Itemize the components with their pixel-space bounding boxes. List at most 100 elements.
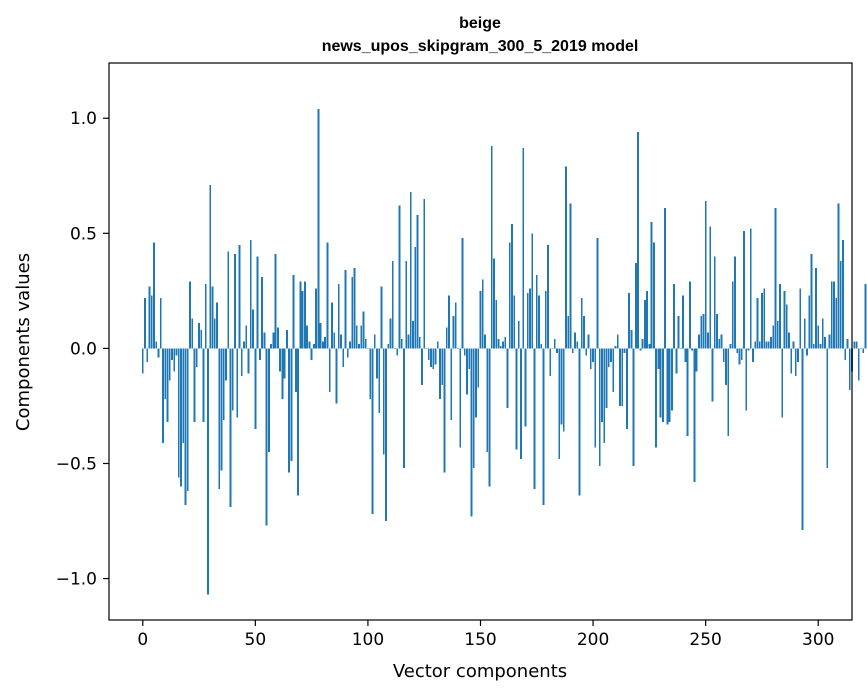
bar-278 bbox=[767, 341, 770, 349]
bar-215 bbox=[625, 348, 628, 429]
bar-247 bbox=[698, 334, 700, 349]
bar-169 bbox=[522, 148, 525, 349]
bar-313 bbox=[846, 339, 849, 349]
bar-116 bbox=[403, 348, 405, 469]
bar-131 bbox=[436, 341, 439, 349]
bar-252 bbox=[709, 226, 712, 349]
bar-201 bbox=[594, 348, 597, 448]
bar-188 bbox=[565, 166, 567, 349]
bar-161 bbox=[504, 336, 507, 349]
bar-168 bbox=[520, 348, 522, 459]
bar-261 bbox=[729, 343, 732, 349]
bar-134 bbox=[443, 348, 446, 473]
bar-8 bbox=[159, 297, 162, 349]
bar-96 bbox=[358, 343, 360, 349]
bar-63 bbox=[283, 348, 286, 379]
bar-256 bbox=[718, 339, 721, 349]
bar-136 bbox=[448, 295, 450, 349]
bar-230 bbox=[659, 348, 662, 418]
bar-90 bbox=[344, 270, 347, 349]
bar-66 bbox=[290, 348, 293, 462]
bar-147 bbox=[472, 348, 475, 469]
bar-281 bbox=[774, 208, 777, 349]
bar-1 bbox=[144, 297, 146, 349]
bar-67 bbox=[292, 274, 295, 349]
bar-236 bbox=[673, 283, 676, 349]
bar-297 bbox=[810, 254, 813, 349]
bar-119 bbox=[409, 191, 412, 349]
bar-318 bbox=[857, 348, 860, 381]
bar-243 bbox=[688, 281, 691, 349]
bar-290 bbox=[794, 348, 797, 377]
bar-211 bbox=[616, 334, 619, 349]
bar-219 bbox=[634, 263, 637, 349]
bar-12 bbox=[168, 348, 171, 381]
bar-74 bbox=[308, 341, 311, 349]
bar-187 bbox=[562, 348, 565, 432]
bar-41 bbox=[234, 254, 236, 349]
bar-233 bbox=[666, 348, 669, 425]
bar-141 bbox=[459, 348, 462, 448]
bar-10 bbox=[164, 348, 167, 400]
bar-172 bbox=[529, 288, 531, 349]
bar-27 bbox=[202, 348, 205, 423]
bar-5 bbox=[153, 242, 155, 349]
bar-257 bbox=[720, 334, 723, 349]
bar-83 bbox=[328, 348, 331, 393]
bar-234 bbox=[668, 348, 671, 423]
bar-0 bbox=[141, 348, 144, 374]
bar-44 bbox=[240, 348, 243, 377]
bar-274 bbox=[758, 341, 761, 349]
bar-295 bbox=[806, 348, 808, 356]
bar-271 bbox=[752, 348, 754, 363]
bar-193 bbox=[576, 341, 579, 349]
bar-155 bbox=[490, 145, 493, 349]
bar-132 bbox=[439, 348, 441, 400]
bar-203 bbox=[598, 348, 601, 466]
bar-165 bbox=[513, 295, 516, 349]
bar-109 bbox=[387, 343, 390, 349]
bar-216 bbox=[628, 293, 630, 349]
bar-310 bbox=[839, 260, 842, 349]
bar-298 bbox=[812, 343, 815, 349]
bar-115 bbox=[400, 339, 403, 349]
bar-262 bbox=[731, 281, 734, 349]
bar-190 bbox=[569, 203, 572, 349]
bar-180 bbox=[547, 244, 549, 349]
bar-260 bbox=[727, 348, 730, 436]
bar-104 bbox=[376, 348, 378, 379]
bar-253 bbox=[711, 348, 714, 402]
bar-138 bbox=[452, 316, 455, 349]
bar-68 bbox=[294, 348, 297, 393]
bar-65 bbox=[288, 348, 291, 473]
bar-251 bbox=[707, 332, 709, 349]
bar-123 bbox=[418, 336, 421, 349]
bar-117 bbox=[405, 260, 408, 349]
bar-151 bbox=[481, 279, 484, 349]
y-tick-label: 0.5 bbox=[70, 224, 97, 244]
bar-314 bbox=[848, 348, 851, 390]
bar-146 bbox=[470, 348, 473, 517]
x-tick-label: 200 bbox=[577, 630, 609, 650]
bar-39 bbox=[229, 348, 232, 508]
bar-267 bbox=[743, 231, 745, 349]
bar-106 bbox=[380, 286, 383, 349]
bar-285 bbox=[783, 290, 786, 349]
bar-139 bbox=[454, 302, 457, 349]
bar-259 bbox=[725, 348, 727, 386]
bar-320 bbox=[862, 348, 865, 353]
bar-220 bbox=[637, 132, 640, 349]
bar-34 bbox=[218, 348, 221, 489]
bar-78 bbox=[317, 109, 320, 349]
bar-171 bbox=[526, 293, 529, 349]
bar-101 bbox=[369, 348, 372, 400]
bar-42 bbox=[236, 348, 239, 418]
bar-87 bbox=[337, 283, 340, 349]
bar-97 bbox=[360, 325, 363, 349]
bar-198 bbox=[587, 334, 590, 349]
bar-70 bbox=[299, 281, 302, 349]
bar-293 bbox=[801, 348, 804, 531]
bar-156 bbox=[493, 258, 495, 349]
bar-178 bbox=[542, 348, 545, 505]
